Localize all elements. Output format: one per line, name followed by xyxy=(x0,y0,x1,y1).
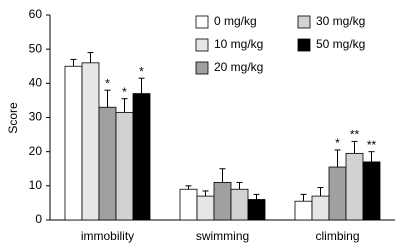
y-tick-label: 0 xyxy=(35,212,42,226)
legend-label: 50 mg/kg xyxy=(316,37,365,51)
bar xyxy=(213,182,232,221)
bar xyxy=(179,188,198,221)
significance-mark: * xyxy=(122,85,127,99)
legend-swatch xyxy=(195,15,209,29)
significance-mark: ** xyxy=(367,138,377,152)
x-tick-label: swimming xyxy=(196,229,249,243)
bar xyxy=(247,199,266,221)
bar xyxy=(362,161,381,221)
y-tick-label: 60 xyxy=(29,7,43,21)
bar xyxy=(311,195,330,221)
bar xyxy=(196,195,215,221)
bar xyxy=(230,188,249,221)
bar xyxy=(328,166,347,221)
significance-mark: * xyxy=(139,64,144,78)
bar xyxy=(98,106,117,221)
legend-swatch xyxy=(195,38,209,52)
y-tick-label: 20 xyxy=(29,144,43,158)
bar xyxy=(345,152,364,221)
legend-swatch xyxy=(195,61,209,75)
significance-mark: ** xyxy=(350,128,360,142)
significance-mark: * xyxy=(105,76,110,90)
y-tick-label: 10 xyxy=(29,178,43,192)
bar xyxy=(115,111,134,221)
significance-mark: * xyxy=(335,136,340,150)
legend-label: 0 mg/kg xyxy=(214,14,257,28)
y-axis-label: Score xyxy=(6,102,20,134)
y-tick-label: 50 xyxy=(29,41,43,55)
legend-label: 20 mg/kg xyxy=(214,60,263,74)
legend-label: 30 mg/kg xyxy=(316,14,365,28)
y-tick-label: 40 xyxy=(29,76,43,90)
bar xyxy=(294,200,313,221)
legend-swatch xyxy=(297,38,311,52)
bar xyxy=(64,65,83,221)
legend-swatch xyxy=(297,15,311,29)
bar xyxy=(132,93,151,221)
legend-label: 10 mg/kg xyxy=(214,37,263,51)
y-tick-label: 30 xyxy=(29,110,43,124)
x-tick-label: immobility xyxy=(81,229,134,243)
x-tick-label: climbing xyxy=(315,229,359,243)
bar xyxy=(81,62,100,221)
